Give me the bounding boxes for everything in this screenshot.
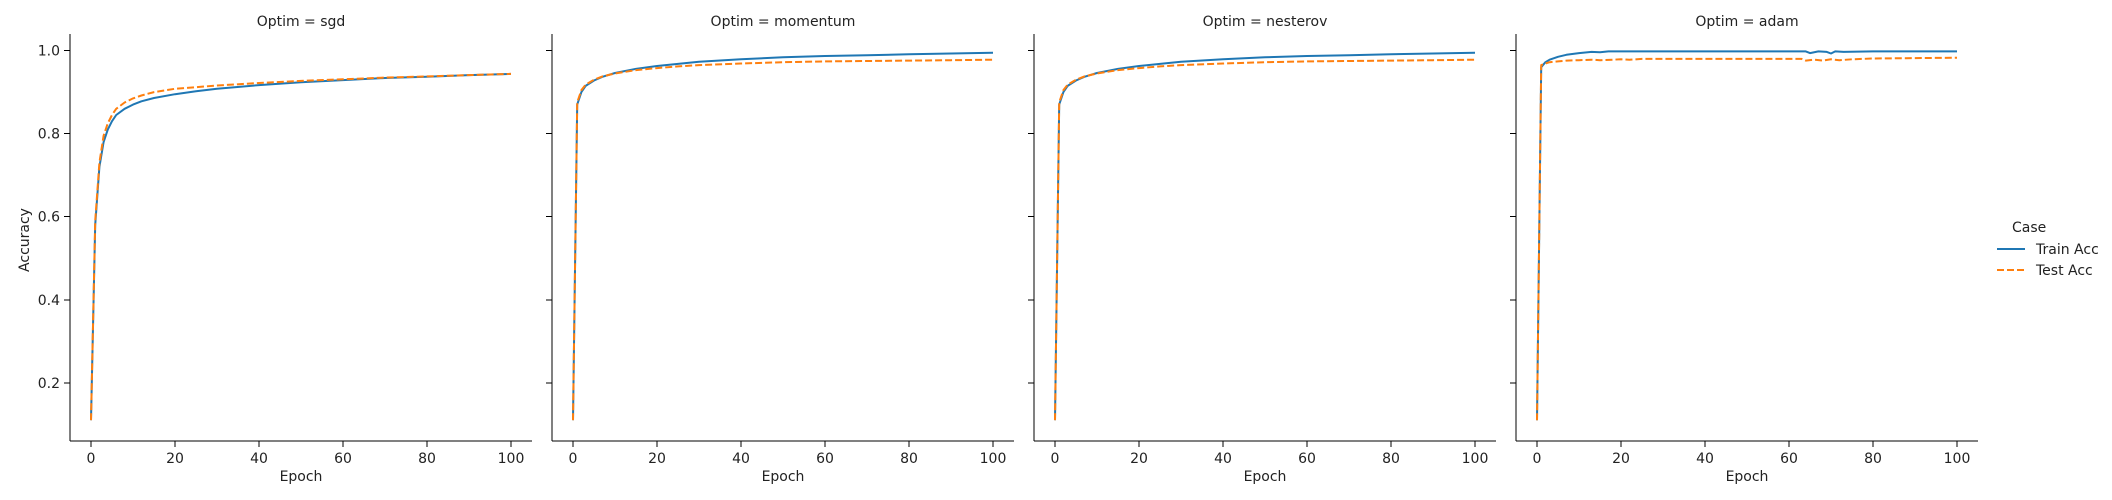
x-tick-label: 60 xyxy=(1298,451,1316,467)
x-tick-label: 0 xyxy=(1533,451,1542,467)
x-tick-label: 40 xyxy=(250,451,268,467)
panel-3: Optim = nesterov 0 20 40 60 80 100 Epoch xyxy=(1028,14,1496,485)
test-acc-line xyxy=(1536,56,1958,421)
x-tick-label: 100 xyxy=(1944,451,1971,467)
legend-item-test: Test Acc xyxy=(1997,263,2093,279)
x-tick-label: 80 xyxy=(900,451,918,467)
y-tick-label: 0.6 xyxy=(38,210,60,226)
test-acc-line xyxy=(90,72,512,421)
x-tick-label: 80 xyxy=(1382,451,1400,467)
x-tick-label: 40 xyxy=(732,451,750,467)
x-axis-label: Epoch xyxy=(280,469,323,485)
y-tick-label: 0.2 xyxy=(38,376,60,392)
x-axis-label: Epoch xyxy=(1244,469,1287,485)
train-acc-line xyxy=(1054,51,1476,421)
train-acc-line xyxy=(90,72,512,421)
x-tick-label: 20 xyxy=(166,451,184,467)
x-tick-label: 100 xyxy=(980,451,1007,467)
x-tick-label: 100 xyxy=(1462,451,1489,467)
train-acc-line xyxy=(1536,50,1957,421)
legend-label-test: Test Acc xyxy=(2035,263,2093,279)
panel-1: Optim = sgd 0.2 0.4 0.6 0.8 1.0 0 20 40 60 80 100 Ep… xyxy=(38,14,532,485)
x-tick-label: 80 xyxy=(1864,451,1882,467)
y-tick-label: 1.0 xyxy=(38,44,60,60)
x-axis-label: Epoch xyxy=(1726,469,1769,485)
panel-title: Optim = sgd xyxy=(257,14,346,30)
panels-layer: Optim = sgd 0.2 0.4 0.6 0.8 1.0 0 20 40 60 80 100 Ep… xyxy=(38,14,1978,485)
x-tick-label: 80 xyxy=(418,451,436,467)
x-tick-label: 40 xyxy=(1696,451,1714,467)
x-tick-label: 20 xyxy=(1130,451,1148,467)
x-tick-label: 60 xyxy=(334,451,352,467)
x-tick-label: 0 xyxy=(569,451,578,467)
legend-label-train: Train Acc xyxy=(2035,242,2099,258)
x-tick-label: 60 xyxy=(816,451,834,467)
panel-title: Optim = nesterov xyxy=(1203,14,1328,30)
x-axis-label: Epoch xyxy=(762,469,805,485)
y-axis-label: Accuracy xyxy=(17,208,33,272)
legend-title: Case xyxy=(2012,220,2046,236)
train-acc-line xyxy=(572,51,994,421)
x-tick-label: 60 xyxy=(1780,451,1798,467)
x-tick-label: 20 xyxy=(648,451,666,467)
test-acc-line xyxy=(572,58,994,421)
x-tick-label: 0 xyxy=(87,451,96,467)
x-tick-label: 0 xyxy=(1051,451,1060,467)
y-tick-label: 0.8 xyxy=(38,127,60,143)
panel-2: Optim = momentum 0 20 40 60 80 100 Epoch xyxy=(546,14,1014,485)
panel-title: Optim = adam xyxy=(1695,14,1798,30)
test-acc-line xyxy=(1054,58,1476,421)
x-tick-label: 40 xyxy=(1214,451,1232,467)
x-tick-label: 20 xyxy=(1612,451,1630,467)
legend-item-train: Train Acc xyxy=(1997,242,2099,258)
panel-title: Optim = momentum xyxy=(711,14,856,30)
panel-4: Optim = adam 0 20 40 60 80 100 Epoch xyxy=(1510,14,1978,485)
x-tick-label: 100 xyxy=(498,451,525,467)
legend: Case Train Acc Test Acc xyxy=(1997,220,2099,279)
y-tick-label: 0.4 xyxy=(38,293,60,309)
